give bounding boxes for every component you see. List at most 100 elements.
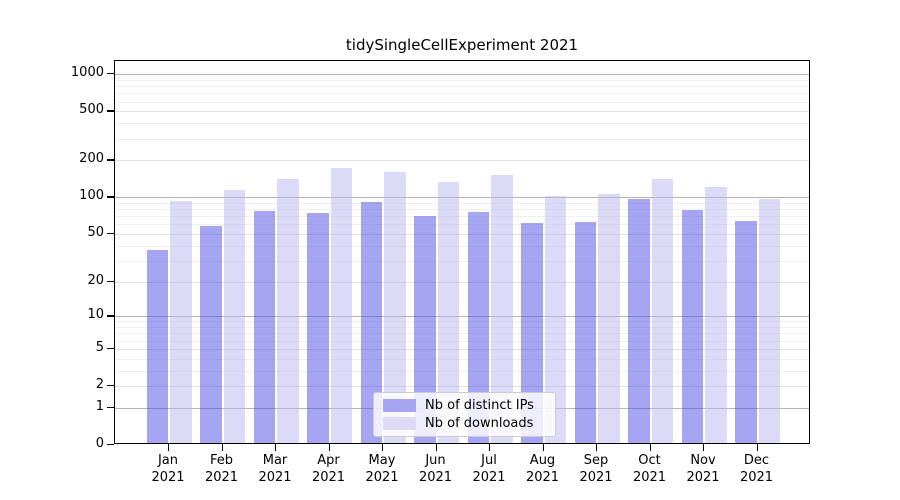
xtick-mark-jun: [435, 444, 437, 451]
gridline-30: [115, 260, 809, 262]
gridline-80: [115, 209, 809, 211]
xtick-month-nov: Nov: [690, 453, 716, 468]
bar-downloads-aug: [544, 196, 566, 443]
ytick-mark-10: [107, 315, 114, 317]
xtick-mark-nov: [703, 444, 705, 451]
xtick-label-aug: Aug 2021: [511, 453, 575, 486]
xtick-year-mar: 2021: [258, 469, 292, 485]
legend-row-downloads: Nb of downloads: [383, 415, 545, 432]
ytick-mark-500: [107, 110, 114, 112]
bar-distinct-ips-mar: [253, 211, 275, 443]
ytick-label-1000: 1000: [70, 65, 104, 81]
gridline-90: [115, 202, 809, 204]
bar-downloads-mar: [277, 178, 299, 443]
xtick-year-feb: 2021: [204, 469, 239, 485]
xtick-label-mar: Mar 2021: [243, 453, 307, 486]
xtick-label-jul: Jul 2021: [457, 453, 521, 486]
ytick-mark-0: [107, 444, 114, 446]
gridline-600: [115, 101, 809, 103]
xtick-year-may: 2021: [365, 469, 399, 485]
xtick-mark-jan: [168, 444, 170, 451]
xtick-label-dec: Dec 2021: [725, 453, 789, 486]
xtick-month-oct: Oct: [638, 453, 661, 468]
gridline-100: [115, 197, 809, 199]
bar-distinct-ips-aug: [521, 222, 543, 443]
bar-distinct-ips-jan: [146, 249, 168, 443]
ytick-label-20: 20: [87, 272, 104, 288]
bar-distinct-ips-apr: [307, 213, 329, 443]
gridline-7: [115, 333, 809, 335]
xtick-label-jan: Jan 2021: [136, 453, 200, 486]
bar-downloads-may: [384, 171, 406, 443]
ytick-label-1: 1: [95, 398, 104, 414]
xtick-label-oct: Oct 2021: [618, 453, 682, 486]
bar-downloads-dec: [758, 198, 780, 443]
xtick-month-jun: Jun: [425, 453, 446, 468]
ytick-mark-100: [107, 196, 114, 198]
ytick-label-200: 200: [79, 151, 104, 167]
bar-downloads-sep: [598, 194, 620, 443]
bar-distinct-ips-feb: [200, 226, 222, 443]
ytick-label-500: 500: [79, 102, 104, 118]
legend-swatch-distinct-ips: [383, 399, 416, 413]
xtick-month-dec: Dec: [743, 453, 770, 468]
xtick-year-dec: 2021: [739, 469, 774, 485]
bar-distinct-ips-oct: [628, 198, 650, 443]
xtick-year-apr: 2021: [311, 469, 346, 485]
gridline-2: [115, 386, 809, 388]
gridline-800: [115, 86, 809, 88]
gridline-60: [115, 224, 809, 226]
ytick-label-0: 0: [95, 436, 104, 451]
bar-downloads-jul: [491, 174, 513, 443]
gridline-70: [115, 216, 809, 218]
xtick-mark-aug: [542, 444, 544, 451]
gridline-200: [115, 160, 809, 162]
gridline-300: [115, 138, 809, 140]
xtick-month-may: May: [368, 453, 396, 468]
bar-distinct-ips-dec: [735, 220, 757, 443]
ytick-label-50: 50: [87, 224, 104, 240]
bar-downloads-nov: [705, 187, 727, 443]
gridline-5: [115, 348, 809, 350]
bar-downloads-jun: [437, 182, 459, 443]
legend-label-distinct-ips: Nb of distinct IPs: [425, 398, 534, 414]
xtick-year-jan: 2021: [151, 469, 185, 485]
bar-downloads-oct: [651, 178, 673, 443]
ytick-mark-1000: [107, 73, 114, 75]
xtick-label-feb: Feb 2021: [190, 453, 254, 486]
ytick-label-100: 100: [79, 188, 104, 204]
xtick-month-sep: Sep: [583, 453, 609, 468]
chart-title: tidySingleCellExperiment 2021: [345, 36, 579, 54]
gridline-10: [115, 316, 809, 318]
gridline-9: [115, 321, 809, 323]
gridline-40: [115, 245, 809, 247]
bar-downloads-apr: [330, 168, 352, 443]
bar-downloads-jan: [170, 201, 192, 443]
xtick-mark-feb: [221, 444, 223, 451]
gridline-700: [115, 93, 809, 95]
ytick-mark-5: [107, 347, 114, 350]
xtick-month-aug: Aug: [529, 453, 556, 468]
ytick-mark-20: [107, 280, 114, 282]
gridline-500: [115, 111, 809, 113]
gridline-900: [115, 79, 809, 81]
xtick-year-aug: 2021: [525, 469, 560, 485]
xtick-month-apr: Apr: [317, 453, 340, 468]
xtick-mark-may: [382, 444, 384, 451]
xtick-mark-apr: [328, 444, 330, 451]
ytick-mark-1: [107, 406, 114, 409]
ytick-label-10: 10: [87, 307, 104, 323]
gridline-20: [115, 281, 809, 283]
gridline-3: [115, 370, 809, 372]
bar-distinct-ips-jun: [414, 216, 436, 443]
xtick-mark-mar: [275, 444, 277, 451]
xtick-mark-dec: [756, 444, 758, 451]
legend-swatch-downloads: [383, 416, 416, 430]
bar-distinct-ips-sep: [574, 221, 596, 443]
gridline-50: [115, 233, 809, 235]
xtick-month-jan: Jan: [157, 453, 179, 468]
legend: Nb of distinct IPs Nb of downloads: [373, 392, 556, 437]
legend-row-distinct-ips: Nb of distinct IPs: [383, 397, 545, 414]
bar-distinct-ips-may: [360, 202, 382, 443]
xtick-label-may: May 2021: [350, 453, 414, 486]
